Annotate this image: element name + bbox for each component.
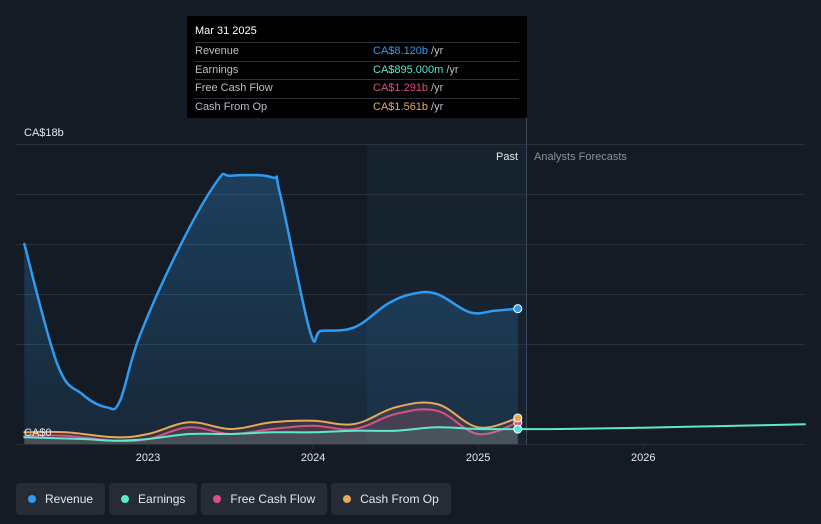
earnings-line — [23, 426, 519, 442]
y-axis-top-label: CA$18b — [24, 127, 64, 139]
tooltip-value: CA$8.120b — [373, 45, 429, 57]
legend-dot-icon — [213, 495, 222, 503]
tooltip-value: CA$895.000m — [373, 63, 444, 76]
legend-label: Free Cash Flow — [230, 492, 316, 506]
tooltip-value: CA$1.291b — [373, 82, 429, 94]
legend-item-earnings[interactable]: Earnings — [109, 483, 198, 515]
revenue-line — [23, 172, 520, 411]
tooltip: Mar 31 2025 Revenue CA$8.120b/yr Earning… — [187, 16, 527, 118]
free-cash-flow-area — [24, 409, 518, 444]
tooltip-label: Earnings — [195, 63, 239, 76]
legend-dot-icon — [343, 495, 352, 503]
earnings-forecast-line — [516, 423, 806, 431]
tooltip-label: Free Cash Flow — [195, 82, 273, 94]
tooltip-row-cash-from-op: Cash From Op CA$1.561b/yr — [195, 97, 519, 117]
x-tick-label: 2024 — [301, 452, 325, 464]
revenue-area — [24, 173, 518, 444]
legend-item-cash-from-op[interactable]: Cash From Op — [331, 483, 451, 515]
tooltip-value: CA$1.561b — [373, 100, 429, 113]
legend-item-free-cash-flow[interactable]: Free Cash Flow — [201, 483, 328, 515]
series-layer — [23, 172, 806, 444]
tooltip-row-earnings: Earnings CA$895.000m/yr — [195, 60, 519, 80]
tooltip-unit: /yr — [431, 45, 444, 57]
legend-dot-icon — [28, 495, 36, 503]
x-tick-label: 2023 — [136, 452, 160, 464]
tooltip-label: Revenue — [195, 45, 240, 57]
legend-dot-icon — [121, 495, 130, 503]
tooltip-row-revenue: Revenue CA$8.120b/yr — [195, 42, 519, 61]
tooltip-unit: /yr — [431, 100, 444, 113]
tooltip-date: Mar 31 2025 — [195, 25, 257, 37]
tooltip-unit: /yr — [431, 82, 444, 94]
x-axis-ticks: 2023 2024 2025 2026 — [136, 444, 655, 464]
revenue-point — [513, 304, 523, 314]
tooltip-label: Cash From Op — [195, 100, 268, 113]
x-tick-label: 2026 — [631, 452, 655, 464]
tooltip-unit: /yr — [446, 63, 459, 76]
legend: Revenue Earnings Free Cash Flow Cash Fro… — [16, 483, 451, 515]
cash-from-op-line — [23, 401, 519, 439]
y-axis-bottom-label: CA$0 — [24, 427, 52, 439]
past-label: Past — [496, 151, 518, 163]
legend-item-revenue[interactable]: Revenue — [16, 483, 106, 515]
x-tick-label: 2025 — [466, 452, 490, 464]
legend-label: Cash From Op — [360, 492, 439, 506]
cash-from-op-point — [513, 413, 523, 423]
earnings-point — [513, 424, 523, 434]
tooltip-row-free-cash-flow: Free Cash Flow CA$1.291b/yr — [195, 79, 519, 98]
legend-label: Earnings — [138, 492, 186, 506]
legend-label: Revenue — [45, 492, 94, 506]
forecast-label: Analysts Forecasts — [534, 151, 627, 163]
